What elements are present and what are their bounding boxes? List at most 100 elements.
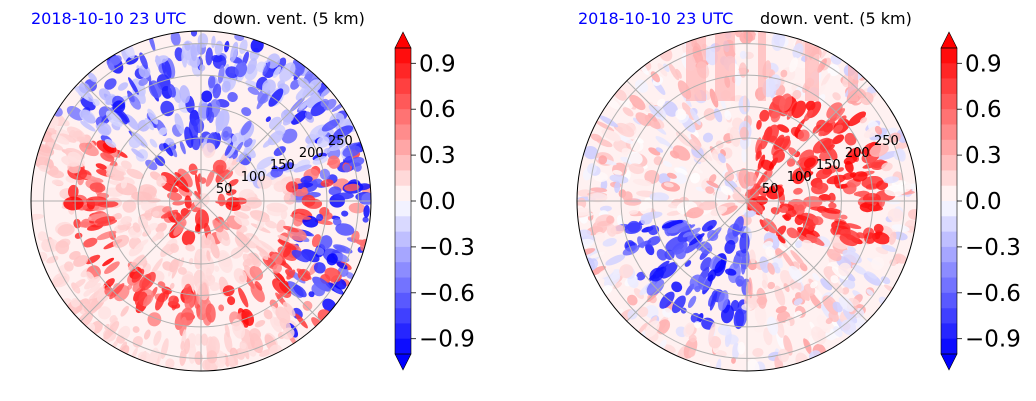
field-cell — [675, 248, 686, 260]
colorbar-segment — [395, 155, 411, 171]
field-cell — [823, 207, 842, 214]
field-cell — [756, 119, 762, 130]
field-cell — [791, 171, 805, 185]
field-cell — [169, 243, 179, 253]
field-cell — [211, 35, 216, 49]
field-cell — [761, 279, 768, 289]
field-cell — [179, 257, 185, 268]
field-cell — [895, 140, 910, 150]
field-cell — [132, 222, 141, 233]
field-cell — [648, 147, 661, 156]
colorbar-segment — [395, 338, 411, 355]
field-cell — [145, 159, 158, 171]
field-cell — [55, 126, 63, 133]
field-cell — [633, 288, 644, 300]
field-cell — [89, 182, 106, 193]
field-cell — [844, 160, 854, 173]
field-cell — [844, 132, 857, 146]
field-cell — [788, 147, 798, 157]
field-cell — [257, 175, 272, 190]
field-cell — [729, 126, 741, 147]
field-cell — [639, 201, 652, 215]
field-cell — [792, 89, 802, 100]
colorbar-segment — [941, 262, 957, 278]
field-cell — [649, 192, 670, 202]
field-cell — [826, 174, 846, 185]
field-cell — [312, 178, 323, 187]
field-cell — [606, 215, 615, 224]
field-cell — [793, 298, 803, 306]
field-cell — [891, 224, 910, 232]
field-cell — [333, 244, 353, 254]
field-cell — [78, 221, 90, 228]
field-cell — [595, 120, 615, 132]
field-cell — [55, 240, 70, 255]
radial-tick-label: 100 — [787, 170, 812, 185]
field-cell — [256, 156, 275, 170]
field-cell — [312, 276, 332, 292]
field-cell — [323, 147, 331, 154]
field-cell — [786, 227, 799, 239]
field-cell — [201, 90, 213, 103]
field-cell — [668, 63, 680, 81]
field-cell — [839, 233, 859, 247]
field-cell — [215, 166, 231, 184]
colorbar-segment — [395, 277, 411, 294]
field-cell — [765, 246, 776, 258]
angular-gridline — [746, 80, 868, 202]
field-cell — [194, 333, 202, 346]
field-cell — [649, 267, 664, 282]
colorbar — [940, 31, 962, 371]
field-cell — [167, 192, 183, 201]
field-cell — [306, 142, 315, 149]
colorbar-tick-label: −0.9 — [965, 327, 1021, 353]
field-cell — [319, 168, 331, 180]
field-cell — [217, 193, 226, 207]
field-cell — [628, 163, 645, 175]
field-cell — [710, 206, 728, 216]
field-cell — [820, 278, 833, 291]
field-cell — [190, 31, 198, 37]
colorbar-extend-max — [940, 31, 958, 49]
field-cell — [290, 214, 312, 220]
field-cell — [267, 130, 284, 146]
colorbar-extend-min — [940, 353, 958, 371]
field-cell — [152, 210, 160, 217]
field-cell — [818, 130, 825, 137]
field-cell — [739, 31, 753, 45]
field-cell — [754, 171, 768, 190]
field-cell — [126, 168, 145, 180]
field-cell — [141, 271, 156, 291]
field-cell — [627, 151, 643, 165]
field-cell — [295, 313, 308, 329]
field-cell — [115, 165, 127, 172]
field-cell — [735, 275, 745, 286]
field-cell — [842, 308, 858, 324]
field-cell — [80, 120, 96, 132]
field-cell — [249, 236, 263, 247]
field-cell — [599, 205, 612, 212]
field-cell — [677, 225, 692, 233]
field-cell — [107, 321, 120, 336]
field-cell — [800, 290, 810, 301]
field-cell — [212, 83, 222, 99]
colorbar-segment — [941, 139, 957, 156]
angular-gridline — [746, 200, 868, 322]
field-cell — [681, 102, 695, 121]
field-cell — [104, 138, 117, 148]
field-cell — [682, 231, 692, 238]
field-cell — [601, 129, 621, 142]
field-cell — [188, 343, 197, 364]
field-cell — [908, 209, 917, 220]
field-cell — [48, 169, 65, 179]
field-cell — [163, 142, 173, 157]
field-cell — [776, 124, 790, 133]
field-cell — [690, 312, 701, 323]
field-cell — [622, 107, 634, 117]
field-cell — [788, 265, 803, 283]
field-cell — [87, 72, 98, 83]
field-cell — [160, 209, 179, 219]
field-cell — [83, 237, 98, 248]
field-cell — [223, 331, 233, 353]
field-cell — [114, 149, 128, 158]
